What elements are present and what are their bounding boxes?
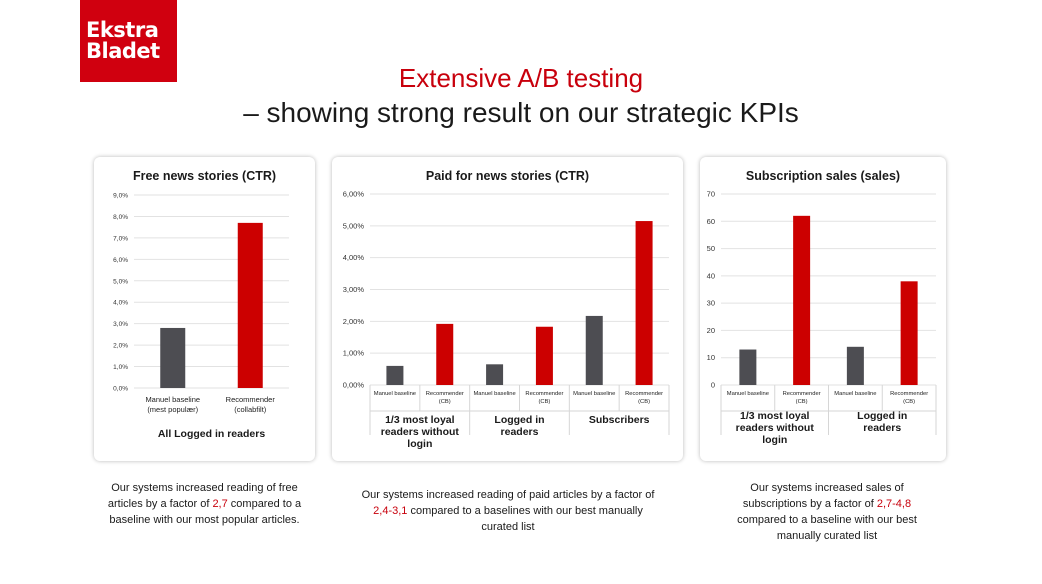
y-tick-label: 6,00% — [343, 190, 365, 199]
group-label: 1/3 most loyal — [740, 410, 810, 422]
category-label: Recommender — [625, 391, 663, 397]
y-tick-label: 60 — [707, 217, 715, 226]
category-label: Manuel baseline — [834, 391, 876, 397]
logo-line-2: Bladet — [86, 39, 160, 63]
chart-title: Paid for news stories (CTR) — [425, 169, 590, 183]
category-sublabel: (CB) — [638, 399, 650, 405]
bar-recommender — [635, 221, 653, 385]
y-tick-label: 4,00% — [343, 253, 365, 262]
group-label: readers without — [381, 426, 460, 438]
chart-title: Free news stories (CTR) — [132, 169, 277, 183]
bar-baseline — [386, 365, 404, 385]
chart-panel-free-news: Free news stories (CTR) 0,0% 1,0% 2,0% 3,0%… — [94, 157, 315, 461]
chart-panel-subscription-sales: Subscription sales (sales) 0 10 20 30 40 50 60… — [700, 157, 946, 461]
bar-baseline — [585, 315, 603, 385]
y-tick-label: 8,0% — [113, 214, 128, 221]
bar-baseline — [846, 346, 864, 385]
y-tick-label: 5,00% — [343, 221, 365, 230]
category-sublabel: (CB) — [796, 399, 808, 405]
category-sublabel: (CB) — [439, 399, 451, 405]
y-tick-label: 5,0% — [113, 278, 128, 285]
group-label: Logged in — [857, 410, 907, 422]
category-sublabel: (collabfilt) — [234, 405, 267, 414]
group-label: login — [407, 438, 432, 450]
category-label: Recommender — [890, 391, 928, 397]
group-label: 1/3 most loyal — [385, 414, 455, 426]
y-tick-label: 20 — [707, 326, 715, 335]
category-label: Manuel baseline — [727, 391, 769, 397]
group-label: readers — [501, 426, 539, 438]
y-tick-label: 0 — [711, 381, 715, 390]
y-tick-label: 4,0% — [113, 300, 128, 307]
y-tick-label: 30 — [707, 299, 715, 308]
caption-free-news: Our systems increased reading of free ar… — [107, 482, 302, 526]
category-label: Manuel baseline — [145, 395, 200, 404]
chart-free-news: 0,0% 1,0% 2,0% 3,0% 4,0% 5,0% 6,0% 7,0% 8,0% 9,0%… — [113, 193, 289, 440]
caption-subscription-sales: Our systems increased sales of subscript… — [737, 482, 917, 542]
group-label: Subscribers — [589, 414, 650, 426]
category-label: Manuel baseline — [473, 391, 515, 397]
group-label: readers — [863, 422, 901, 434]
bar-recommender — [237, 222, 263, 388]
bar-recommender — [436, 323, 454, 385]
category-label: Recommender — [226, 395, 276, 404]
factor-highlight: 2,4-3,1 — [373, 505, 408, 517]
caption-paid-news: Our systems increased reading of paid ar… — [361, 489, 655, 533]
category-label: Manuel baseline — [374, 391, 416, 397]
y-tick-label: 3,0% — [113, 321, 128, 328]
category-label: Recommender — [525, 391, 563, 397]
factor-highlight: 2,7-4,8 — [876, 498, 912, 510]
bar-baseline — [486, 364, 504, 385]
group-label: login — [762, 434, 787, 446]
bar-baseline — [739, 349, 757, 385]
logo: Ekstra Bladet — [80, 0, 177, 82]
bar-recommender — [900, 281, 918, 385]
y-tick-label: 70 — [707, 190, 715, 199]
y-tick-label: 6,0% — [113, 257, 128, 264]
page-title: Extensive A/B testing — [398, 63, 644, 93]
page-subtitle: – showing strong result on our strategic… — [243, 97, 799, 128]
y-tick-label: 1,00% — [343, 349, 365, 358]
category-sublabel: (CB) — [903, 399, 915, 405]
bar-recommender — [793, 215, 811, 385]
chart-subscription-sales: 0 10 20 30 40 50 60 70 Manuel baseline Recommende… — [707, 190, 937, 446]
y-tick-label: 50 — [707, 244, 715, 253]
y-tick-label: 9,0% — [113, 193, 128, 200]
logo-line-1: Ekstra — [86, 18, 159, 42]
category-label: Recommender — [426, 391, 464, 397]
bar-recommender — [535, 326, 553, 385]
y-tick-label: 0,0% — [113, 386, 128, 393]
y-tick-label: 3,00% — [343, 285, 365, 294]
group-label: readers without — [736, 422, 815, 434]
y-tick-label: 2,0% — [113, 343, 128, 350]
category-sublabel: (mest populær) — [147, 405, 198, 414]
group-label: Logged in — [494, 414, 544, 426]
category-label: Manuel baseline — [573, 391, 615, 397]
chart-panel-paid-news: Paid for news stories (CTR) 0,00% 1,00% 2,… — [332, 157, 683, 461]
chart-paid-news: 0,00% 1,00% 2,00% 3,00% 4,00% 5,00% 6,00% Manue… — [343, 190, 670, 450]
bar-baseline — [160, 327, 186, 388]
y-tick-label: 10 — [707, 353, 715, 362]
factor-highlight: 2,7 — [212, 498, 228, 510]
y-tick-label: 1,0% — [113, 364, 128, 371]
y-tick-label: 2,00% — [343, 317, 365, 326]
group-label: All Logged in readers — [158, 428, 266, 440]
chart-title: Subscription sales (sales) — [745, 169, 901, 183]
y-tick-label: 7,0% — [113, 235, 128, 242]
category-label: Recommender — [783, 391, 821, 397]
y-tick-label: 0,00% — [343, 381, 365, 390]
category-sublabel: (CB) — [538, 399, 550, 405]
y-tick-label: 40 — [707, 271, 715, 280]
